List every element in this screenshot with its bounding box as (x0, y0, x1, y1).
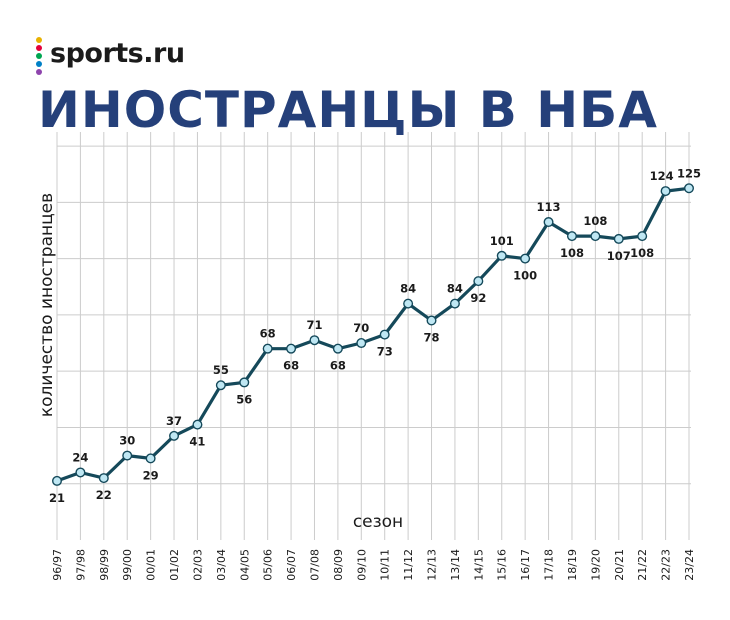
data-point (332, 343, 343, 354)
value-label: 92 (470, 291, 486, 305)
x-tick-label: 19/20 (589, 549, 602, 581)
value-label-layer: 21 24 22 30 29 37 41 55 56 68 68 71 68 70 73 84 78 84 92 10… (49, 166, 701, 505)
value-label: 22 (96, 488, 112, 502)
value-label: 24 (72, 450, 88, 464)
data-point (403, 298, 414, 309)
chart-title: ИНОСТРАНЦЫ В НБА (38, 81, 658, 139)
value-label: 71 (306, 318, 322, 332)
value-label: 37 (166, 414, 182, 428)
value-label: 108 (630, 246, 654, 260)
data-point (684, 183, 695, 194)
data-point (566, 231, 577, 242)
x-tick-label: 97/98 (74, 549, 87, 581)
data-point (543, 217, 554, 228)
x-tick-label: 20/21 (613, 549, 626, 581)
x-tick-label: 23/24 (683, 549, 696, 581)
data-point (613, 233, 624, 244)
value-label: 41 (189, 435, 205, 449)
brand-name: sports.ru (50, 38, 185, 69)
value-label: 108 (560, 246, 584, 260)
x-tick-label-layer: 96/97 97/98 98/99 99/00 00/01 01/02 02/03 03/04… (51, 549, 696, 581)
data-point (473, 276, 484, 287)
y-axis-label: количество иностранцев (37, 192, 57, 418)
x-tick-label: 02/03 (191, 549, 204, 581)
data-point (496, 250, 507, 261)
value-label: 68 (283, 359, 299, 373)
x-tick-label: 16/17 (519, 549, 532, 581)
line-layer (56, 186, 690, 483)
x-tick-label: 06/07 (285, 549, 298, 581)
data-point (356, 338, 367, 349)
data-point (122, 450, 133, 461)
data-point (192, 419, 203, 430)
data-point (449, 298, 460, 309)
value-label: 125 (677, 166, 701, 180)
value-label: 84 (400, 282, 416, 296)
x-tick-label: 98/99 (98, 549, 111, 581)
value-label: 70 (353, 321, 369, 335)
grid-layer (56, 132, 691, 540)
value-label: 78 (424, 331, 440, 345)
data-point (215, 380, 226, 391)
x-tick-label: 96/97 (51, 549, 64, 581)
data-point (239, 377, 250, 388)
value-label: 84 (447, 282, 463, 296)
data-point (637, 231, 648, 242)
x-tick-label: 17/18 (543, 549, 556, 581)
value-label: 68 (330, 359, 346, 373)
value-label: 100 (513, 269, 537, 283)
value-label: 113 (537, 200, 561, 214)
data-point (286, 343, 297, 354)
data-point (660, 186, 671, 197)
x-tick-label: 99/00 (121, 549, 134, 581)
x-tick-label: 21/22 (636, 549, 649, 581)
x-tick-label: 00/01 (145, 549, 158, 581)
x-tick-label: 03/04 (215, 549, 228, 581)
x-tick-label: 18/19 (566, 549, 579, 581)
x-tick-label: 01/02 (168, 549, 181, 581)
x-tick-label: 14/15 (472, 549, 485, 581)
data-point (98, 473, 109, 484)
value-label: 124 (650, 169, 674, 183)
x-tick-label: 12/13 (426, 549, 439, 581)
value-label: 21 (49, 491, 65, 505)
logo-dots-icon (34, 34, 44, 75)
data-point (169, 430, 180, 441)
data-point (52, 475, 63, 486)
data-point (75, 467, 86, 478)
value-label: 108 (583, 214, 607, 228)
data-point (590, 231, 601, 242)
data-point (262, 343, 273, 354)
x-axis-label: сезон (352, 512, 404, 532)
value-label: 73 (377, 345, 393, 359)
x-tick-label: 15/16 (496, 549, 509, 581)
data-point (426, 315, 437, 326)
series-line (56, 186, 690, 483)
x-tick-label: 11/12 (402, 549, 415, 581)
value-label: 29 (143, 468, 159, 482)
x-tick-label: 09/10 (355, 549, 368, 581)
x-tick-label: 05/06 (262, 549, 275, 581)
x-tick-label: 22/23 (660, 549, 673, 581)
value-label: 56 (236, 392, 252, 406)
value-label: 30 (119, 434, 135, 448)
data-point (309, 335, 320, 346)
x-tick-label: 10/11 (379, 549, 392, 581)
data-point (520, 253, 531, 264)
value-label: 101 (490, 234, 514, 248)
value-label: 107 (607, 249, 631, 263)
x-tick-label: 08/09 (332, 549, 345, 581)
x-tick-label: 13/14 (449, 549, 462, 581)
value-label: 68 (260, 327, 276, 341)
data-point (145, 453, 156, 464)
x-tick-label: 07/08 (308, 549, 321, 581)
x-tick-label: 04/05 (238, 549, 251, 581)
sports-ru-logo: sports.ru (34, 34, 185, 75)
data-point (379, 329, 390, 340)
point-layer (52, 183, 695, 486)
value-label: 55 (213, 363, 229, 377)
